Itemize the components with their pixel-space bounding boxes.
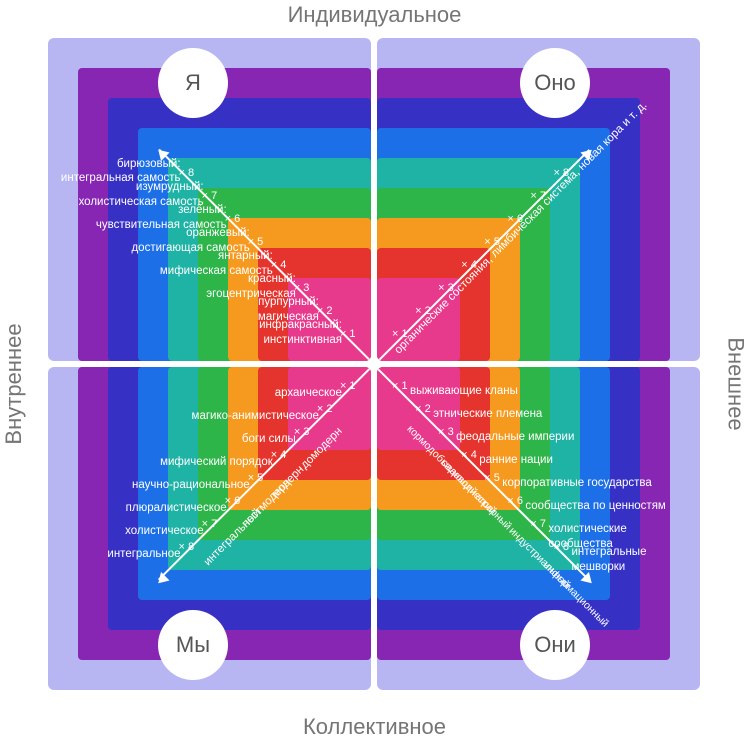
axis-tick: × 6 bbox=[225, 213, 241, 225]
quadrant-lr: Они× 1× 2× 3× 4× 5× 6× 7× 8выживающие кл… bbox=[377, 367, 700, 690]
quadrant-ul: Я× 1× 2× 3× 4× 5× 6× 7× 8инфракрасный:ин… bbox=[48, 38, 371, 361]
axis-tick: × 2 bbox=[317, 403, 333, 415]
quadrant-ll: Мы × 1 × 2 × 3 × 4 × 5 × 6 × 7 × 8 архаическое маг… bbox=[48, 367, 371, 690]
axis-tick: × 5 bbox=[484, 472, 500, 484]
ll-level-label: плюралистическое bbox=[126, 501, 227, 516]
lr-level-label: феодальные империи bbox=[456, 430, 574, 445]
lr-level-label: корпоративные государства bbox=[502, 476, 651, 491]
ll-level-label: интегральное bbox=[107, 547, 180, 562]
axis-tick: × 8 bbox=[179, 541, 195, 553]
left-axis-label: Внутреннее bbox=[1, 323, 27, 444]
top-axis-label: Индивидуальное bbox=[288, 2, 462, 28]
quadrant-circle: Они bbox=[520, 610, 590, 680]
axis-tick: × 6 bbox=[225, 495, 241, 507]
axis-tick: × 7 bbox=[202, 518, 218, 530]
axis-tick: × 7 bbox=[202, 190, 218, 202]
lr-level-label: выживающие кланы bbox=[410, 384, 518, 399]
ll-level-label: архаическое bbox=[275, 386, 342, 401]
axis-tick: × 1 bbox=[340, 328, 356, 340]
quadrant-grid: Я× 1× 2× 3× 4× 5× 6× 7× 8инфракрасный:ин… bbox=[48, 38, 700, 690]
axis-tick: × 5 bbox=[248, 236, 264, 248]
axis-tick: × 1 bbox=[340, 380, 356, 392]
axis-tick: × 2 bbox=[317, 305, 333, 317]
axis-tick: × 5 bbox=[248, 472, 264, 484]
lr-level-label: ранние нации bbox=[479, 453, 553, 468]
lr-level-label: этнические племена bbox=[433, 407, 542, 422]
ll-level-label: боги силы bbox=[242, 432, 296, 447]
axis-tick: × 6 bbox=[507, 495, 523, 507]
axis-tick: × 2 bbox=[415, 403, 431, 415]
quadrant-circle: Мы bbox=[158, 610, 228, 680]
axis-tick: × 3 bbox=[438, 426, 454, 438]
quadrant-circle: Я bbox=[158, 48, 228, 118]
axis-tick: × 3 bbox=[294, 282, 310, 294]
axis-tick: × 4 bbox=[271, 449, 287, 461]
axis-tick: × 1 bbox=[392, 380, 408, 392]
axis-tick: × 7 bbox=[530, 518, 546, 530]
ll-level-label: научно-рациональное bbox=[132, 478, 250, 493]
ll-level-label: мифический порядок bbox=[160, 455, 273, 470]
lr-level-label: интегральныемешворки bbox=[571, 545, 646, 575]
ll-level-label: магико-анимистическое bbox=[192, 409, 319, 424]
right-axis-label: Внешнее bbox=[722, 337, 748, 430]
quadrant-ur: Оно× 1× 2× 3× 4× 5× 6× 7× 8органические … bbox=[377, 38, 700, 361]
ll-level-label: холистическое bbox=[125, 524, 203, 539]
lr-level-label: сообщества по ценностям bbox=[525, 499, 666, 514]
bottom-axis-label: Коллективное bbox=[303, 714, 446, 740]
axis-tick: × 3 bbox=[294, 426, 310, 438]
quadrant-circle: Оно bbox=[520, 48, 590, 118]
ul-level-label: бирюзовый:интегральная самость bbox=[61, 157, 181, 187]
axis-tick: × 4 bbox=[271, 259, 287, 271]
axis-tick: × 4 bbox=[461, 449, 477, 461]
